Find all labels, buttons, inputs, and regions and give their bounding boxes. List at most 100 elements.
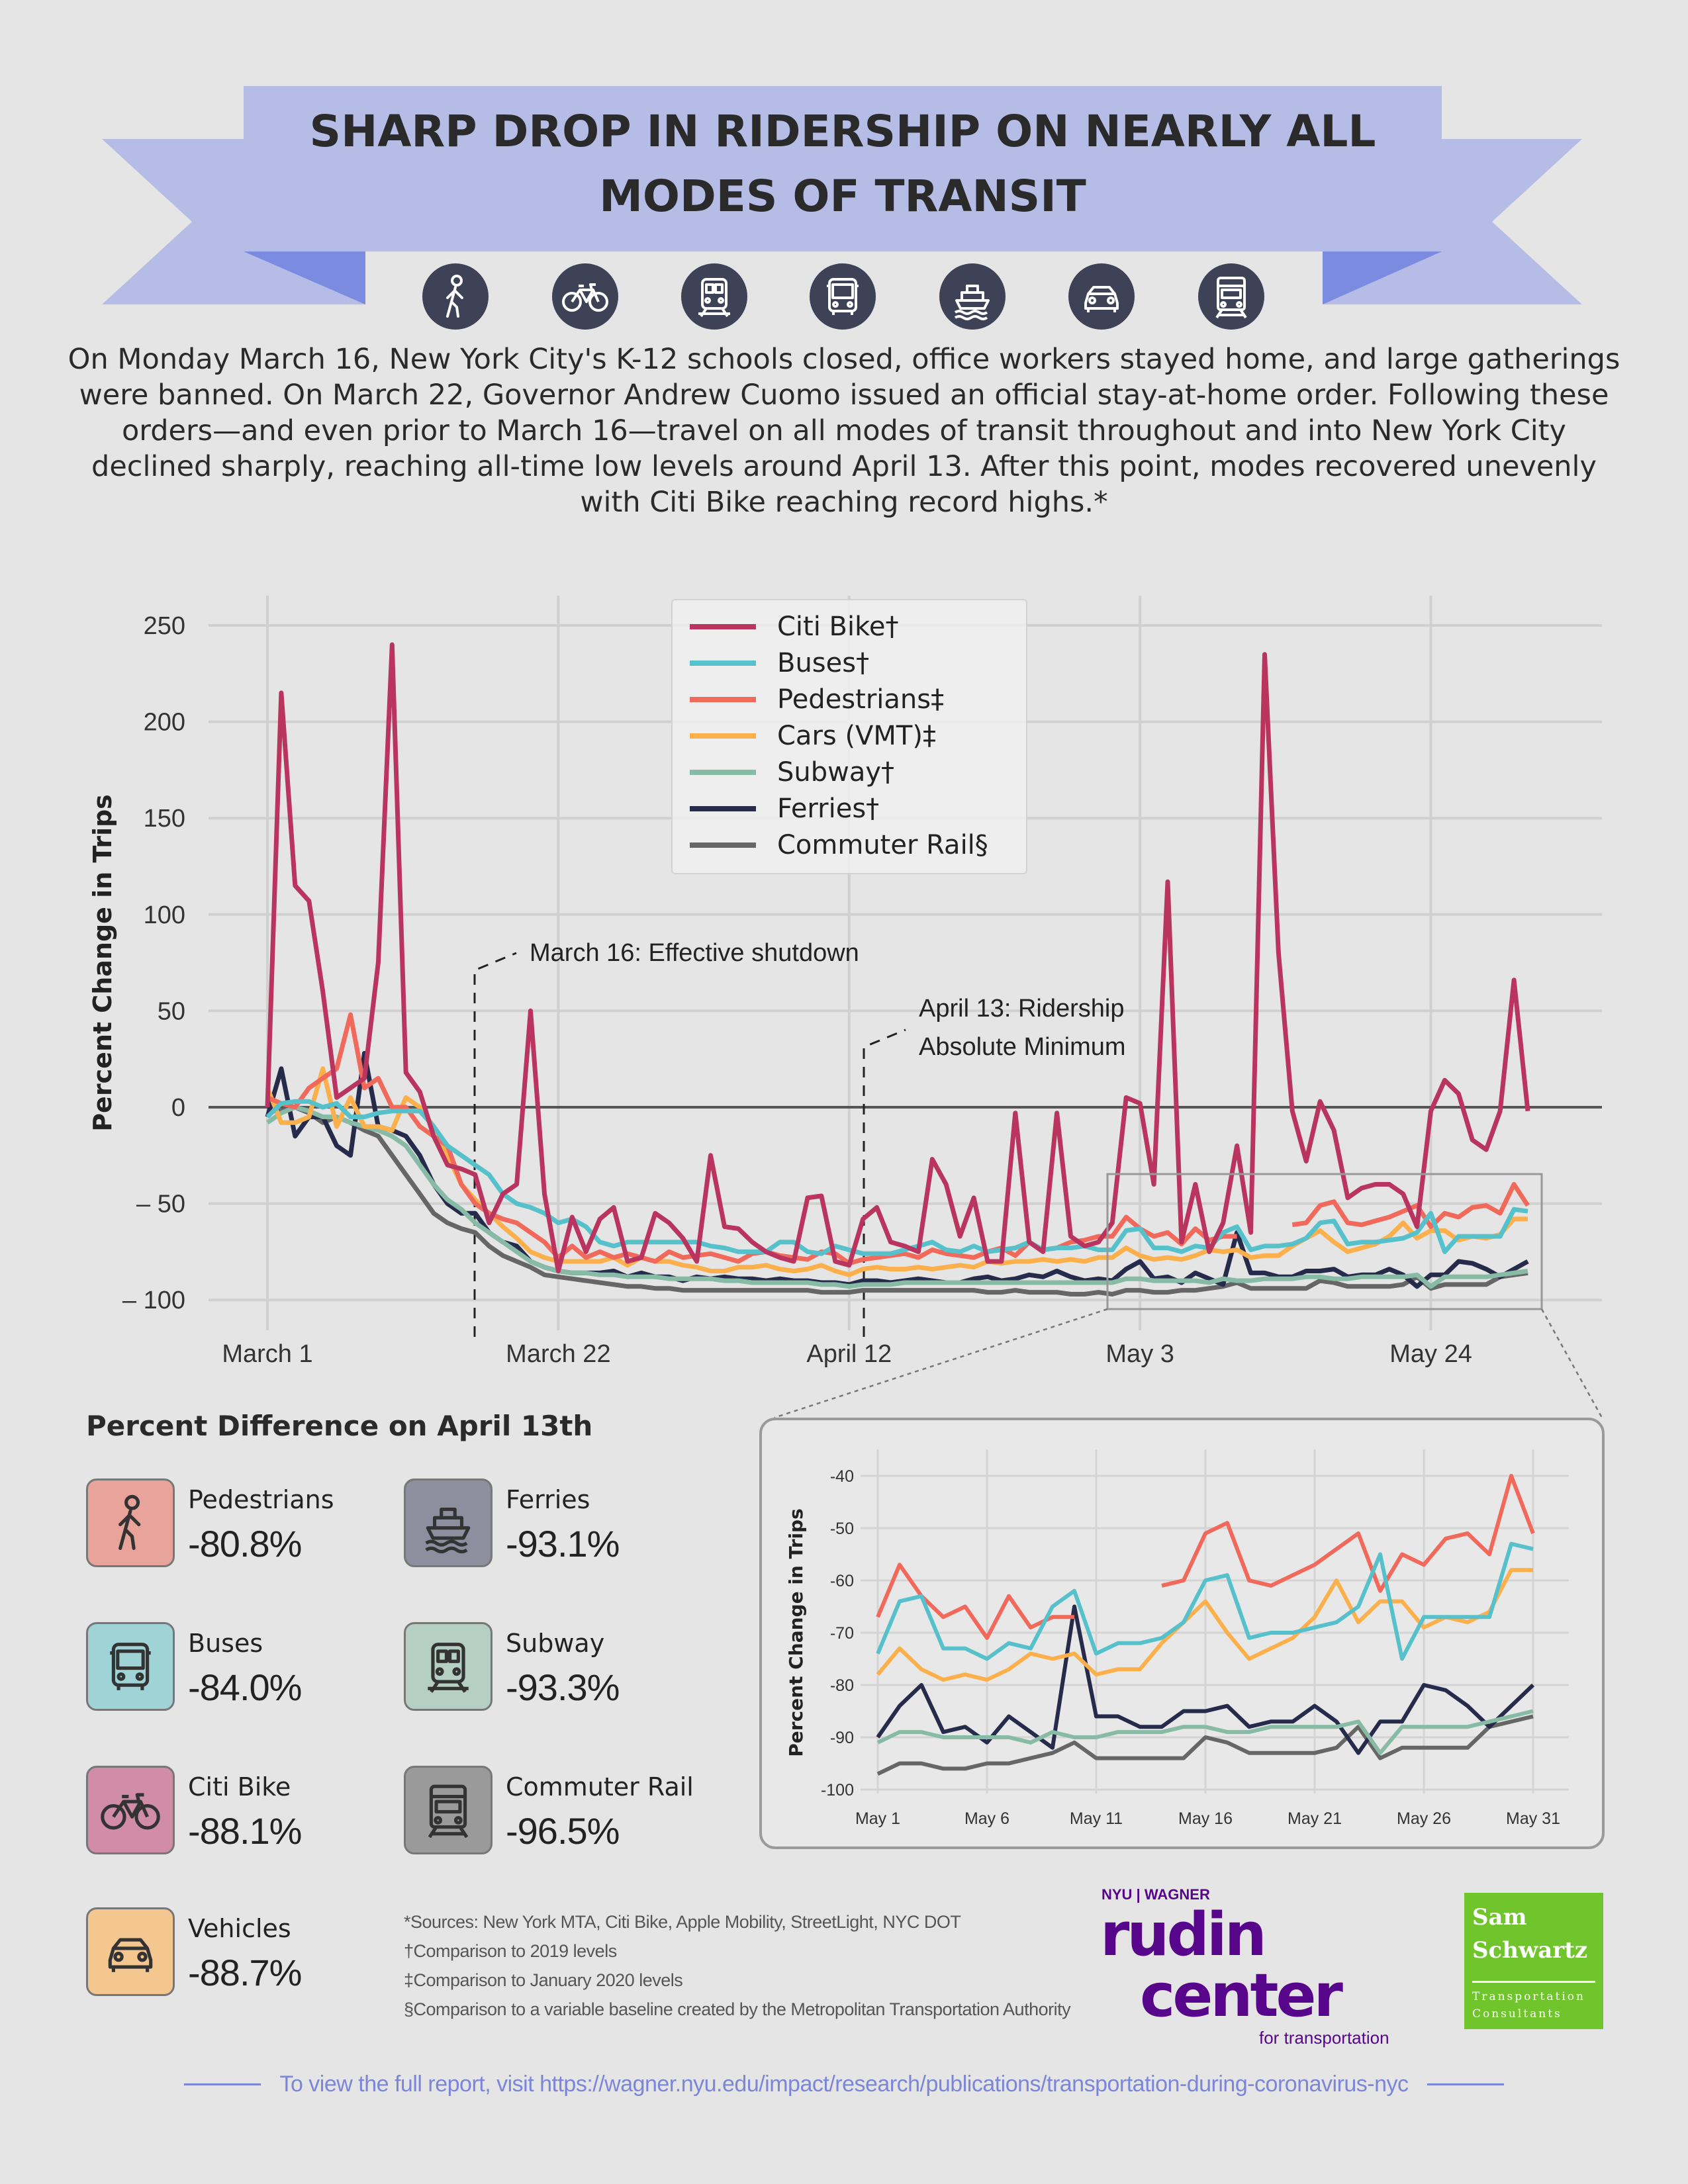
- rudin-logo-sub: for transportation: [1259, 2028, 1389, 2048]
- sam-logo-rule: [1472, 1981, 1595, 1983]
- april13-label-line-1: April 13: Ridership: [919, 995, 1124, 1023]
- stat-ferries: Ferries -93.1%: [404, 1479, 715, 1571]
- legend-item: Cars (VMT)‡: [690, 717, 1026, 754]
- bus-icon: [810, 263, 876, 330]
- sam-logo-sub-2: Consultants: [1472, 2007, 1562, 2021]
- legend-item: Buses†: [690, 645, 1026, 681]
- main-annotations: March 16: Effective shutdown April 13: Ri…: [473, 939, 1126, 1337]
- march16-label: March 16: Effective shutdown: [530, 939, 859, 967]
- stat-value: -88.1%: [188, 1810, 302, 1852]
- april13-section-title: Percent Difference on April 13th: [86, 1410, 593, 1442]
- legend-item: Citi Bike†: [690, 608, 1026, 645]
- legend-item: Pedestrians‡: [690, 681, 1026, 717]
- x-tick-label: April 12: [806, 1340, 892, 1368]
- legend-swatch: [690, 805, 756, 811]
- bus-icon: [86, 1622, 175, 1711]
- bicycle-icon: [552, 263, 618, 330]
- sam-logo-line-2: Schwartz: [1472, 1937, 1588, 1964]
- car-icon: [86, 1907, 175, 1996]
- legend-swatch: [690, 769, 756, 775]
- series-line-cars-vmt: [265, 1066, 1528, 1277]
- subway-icon: [404, 1622, 492, 1711]
- legend-label: Pedestrians‡: [777, 684, 945, 715]
- footer-report-link[interactable]: To view the full report, visit https://w…: [279, 2071, 1409, 2097]
- page-title: SHARP DROP IN RIDERSHIP ON NEARLY ALL MO…: [199, 99, 1487, 229]
- legend-item: Ferries†: [690, 790, 1026, 827]
- x-tick-label: May 3: [1105, 1340, 1174, 1368]
- x-tick-label: May 24: [1389, 1340, 1472, 1368]
- stat-value: -80.8%: [188, 1523, 302, 1565]
- title-banner: [102, 86, 1582, 304]
- zoom-connector-right: [1540, 1308, 1603, 1418]
- series-line-commuter-rail: [267, 1105, 1528, 1297]
- footer-rule-right: [1427, 2083, 1504, 2085]
- legend-swatch: [690, 733, 756, 739]
- y-tick-label: 0: [171, 1094, 185, 1122]
- footer: To view the full report, visit https://w…: [0, 2071, 1688, 2097]
- stat-label: Pedestrians: [188, 1485, 334, 1514]
- footnote-double-dagger: ‡Comparison to January 2020 levels: [404, 1970, 683, 1990]
- car-icon: [1068, 263, 1135, 330]
- legend-label: Subway†: [777, 756, 895, 788]
- rudin-logo-word-2: center: [1140, 1961, 1343, 2030]
- x-tick-label: March 22: [506, 1340, 610, 1368]
- x-tick-label: March 1: [222, 1340, 312, 1368]
- stat-value: -84.0%: [188, 1666, 302, 1708]
- y-tick-label: – 50: [136, 1191, 185, 1218]
- march16-marker: [473, 952, 517, 1337]
- title-line-2: MODES OF TRANSIT: [599, 171, 1086, 222]
- stat-label: Buses: [188, 1629, 263, 1658]
- legend-label: Citi Bike†: [777, 611, 899, 642]
- zoom-region-box: [1106, 1173, 1543, 1310]
- chart-legend: Citi Bike† Buses† Pedestrians‡ Cars (VMT)‡ S…: [671, 599, 1027, 874]
- y-tick-label: 150: [144, 805, 185, 833]
- sam-logo-line-1: Sam: [1472, 1904, 1527, 1931]
- series-line-ferries: [265, 1051, 1529, 1289]
- legend-swatch: [690, 696, 756, 702]
- series-line-pedestrians: [266, 1012, 1530, 1266]
- stat-citi-bike: Citi Bike -88.1%: [86, 1766, 397, 1858]
- subway-icon: [681, 263, 747, 330]
- stat-value: -93.1%: [506, 1523, 620, 1565]
- rudin-center-logo: NYU | WAGNER rudin center for transporta…: [1100, 1886, 1418, 2052]
- y-tick-label: 50: [158, 997, 185, 1025]
- stat-label: Subway: [506, 1629, 605, 1658]
- banner-left-fold: [244, 251, 365, 304]
- legend-label: Ferries†: [777, 793, 880, 824]
- series-line-subway: [265, 1105, 1528, 1289]
- legend-swatch: [690, 623, 756, 629]
- stat-buses: Buses -84.0%: [86, 1622, 397, 1715]
- stat-commuter-rail: Commuter Rail -96.5%: [404, 1766, 715, 1858]
- pedestrian-icon: [422, 263, 489, 330]
- legend-swatch: [690, 660, 756, 666]
- sam-schwartz-logo: Sam Schwartz Transportation Consultants: [1464, 1893, 1603, 2029]
- zoom-connector-left: [774, 1308, 1108, 1419]
- commuter-rail-icon: [1198, 263, 1264, 330]
- april13-marker: [863, 1028, 906, 1337]
- stat-pedestrians: Pedestrians -80.8%: [86, 1479, 397, 1571]
- footnotes: *Sources: New York MTA, Citi Bike, Apple…: [404, 1909, 1086, 2025]
- stat-subway: Subway -93.3%: [404, 1622, 715, 1715]
- ferry-icon: [404, 1479, 492, 1567]
- y-tick-label: – 100: [122, 1287, 185, 1314]
- legend-item: Subway†: [690, 754, 1026, 790]
- pedestrian-icon: [86, 1479, 175, 1567]
- y-axis-title: Percent Change in Trips: [88, 794, 117, 1132]
- april13-label-line-2: Absolute Minimum: [919, 1033, 1126, 1061]
- banner-main: [244, 86, 1442, 251]
- footnote-section: §Comparison to a variable baseline creat…: [404, 1999, 1071, 2019]
- inset-panel: [759, 1418, 1605, 1849]
- footnote-dagger: †Comparison to 2019 levels: [404, 1941, 617, 1961]
- bicycle-icon: [86, 1766, 175, 1854]
- legend-item: Commuter Rail§: [690, 827, 1026, 863]
- stat-label: Citi Bike: [188, 1772, 291, 1801]
- footer-rule-left: [184, 2083, 261, 2085]
- y-tick-label: 250: [144, 612, 185, 640]
- legend-label: Buses†: [777, 647, 870, 678]
- stat-value: -93.3%: [506, 1666, 620, 1708]
- rudin-logo-top: NYU | WAGNER: [1102, 1886, 1210, 1903]
- footnote-sources: *Sources: New York MTA, Citi Bike, Apple…: [404, 1912, 961, 1932]
- intro-paragraph: On Monday March 16, New York City's K-12…: [68, 343, 1620, 519]
- legend-label: Commuter Rail§: [777, 829, 988, 860]
- stat-vehicles: Vehicles -88.7%: [86, 1907, 397, 2000]
